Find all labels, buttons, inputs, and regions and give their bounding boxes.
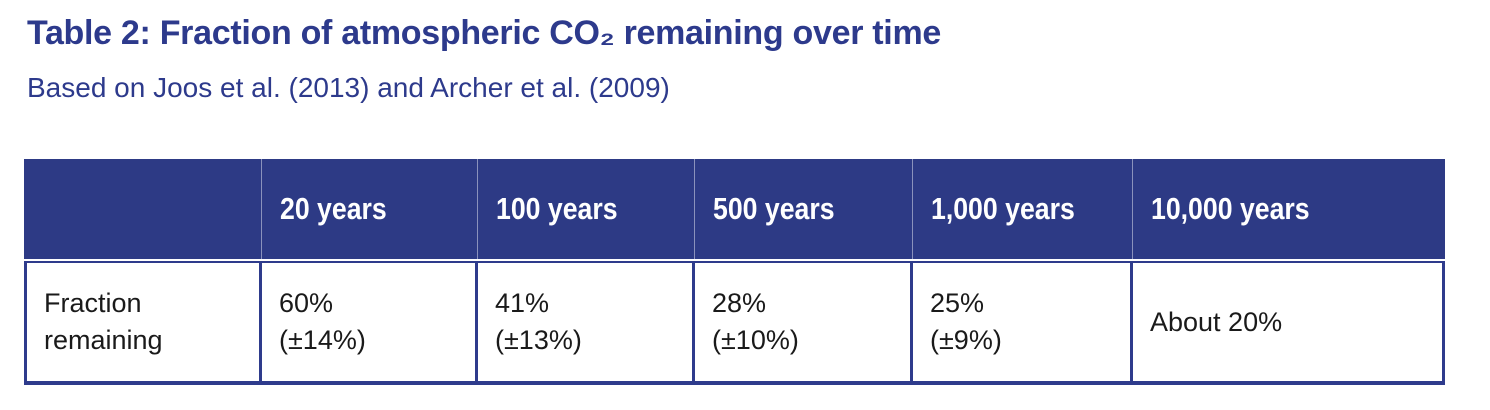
column-header-label: 500 years (713, 191, 835, 226)
cell-20-years: 60% (±14%) (262, 261, 478, 385)
column-header-10000-years: 10,000 years (1133, 159, 1445, 259)
cell-value: 41% (495, 288, 550, 318)
cell-500-years: 28% (±10%) (695, 261, 913, 385)
table-title: Table 2: Fraction of atmospheric CO₂ rem… (27, 14, 941, 52)
column-header-label: 20 years (280, 191, 387, 226)
cell-uncertainty: (±14%) (279, 325, 366, 355)
cell-value: 60% (279, 288, 334, 318)
row-label: Fraction remaining (44, 288, 163, 355)
cell-uncertainty: (±9%) (930, 325, 1002, 355)
cell-uncertainty: (±13%) (495, 325, 582, 355)
cell-value: 28% (712, 288, 767, 318)
cell-100-years: 41% (±13%) (478, 261, 695, 385)
co2-fraction-table: 20 years 100 years 500 years 1,000 years… (24, 159, 1445, 385)
column-header-500-years: 500 years (695, 159, 913, 259)
column-header-20-years: 20 years (262, 159, 478, 259)
cell-value: About 20% (1150, 306, 1283, 337)
column-header-label: 10,000 years (1151, 191, 1310, 226)
cell-1000-years: 25% (±9%) (913, 261, 1133, 385)
column-header-label: 100 years (496, 191, 618, 226)
row-label-cell: Fraction remaining (24, 261, 262, 385)
column-header-100-years: 100 years (478, 159, 695, 259)
column-header-empty (24, 159, 262, 259)
column-header-1000-years: 1,000 years (913, 159, 1133, 259)
cell-uncertainty: (±10%) (712, 325, 799, 355)
table-source-citation: Based on Joos et al. (2013) and Archer e… (27, 72, 670, 103)
cell-value: 25% (930, 288, 985, 318)
cell-10000-years: About 20% (1133, 261, 1445, 385)
column-header-label: 1,000 years (931, 191, 1075, 226)
